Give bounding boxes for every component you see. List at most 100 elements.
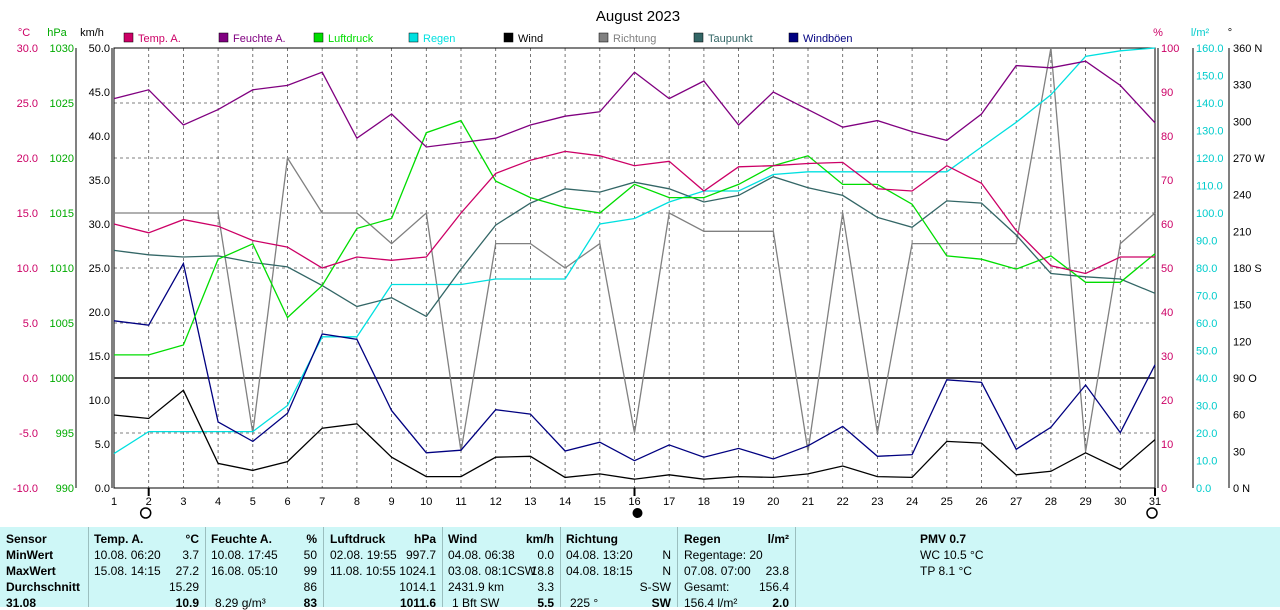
series-line-luftdruck <box>114 119 1156 356</box>
legend-swatch <box>598 32 609 43</box>
x-tick-label: 27 <box>1010 496 1022 508</box>
new-moon-icon <box>1146 507 1158 519</box>
temp-tick-label: 5.0 <box>23 318 38 330</box>
moon-markers <box>139 488 1158 519</box>
rain-tick-label: 20.0 <box>1196 428 1217 440</box>
direction-tick-label: 120 <box>1233 336 1251 348</box>
row-label-max: MaxWert <box>6 564 56 578</box>
pressure-tick-label: 1025 <box>50 98 74 110</box>
legend-label: Regen <box>423 33 455 45</box>
x-tick-label: 23 <box>871 496 883 508</box>
series-line-regen <box>113 47 1156 455</box>
temp-min-time: 10.08. 06:20 <box>94 548 161 562</box>
x-tick-label: 16 <box>628 496 640 508</box>
humidity-tick-label: 30 <box>1161 351 1173 363</box>
humidity-tick-label: 100 <box>1161 43 1179 55</box>
rain-tick-label: 70.0 <box>1196 291 1217 303</box>
x-tick-label: 26 <box>975 496 987 508</box>
legend-label: Wind <box>518 33 543 45</box>
wind-tick-label: 10.0 <box>89 395 110 407</box>
x-tick-label: 20 <box>767 496 779 508</box>
rain-days: Regentage: 20 <box>684 548 763 562</box>
rain-tick-label: 50.0 <box>1196 346 1217 358</box>
legend-label: Richtung <box>613 33 656 45</box>
pressure-header: Luftdruck <box>330 532 386 546</box>
rain-tick-label: 90.0 <box>1196 236 1217 248</box>
legend-label: Feuchte A. <box>233 33 286 45</box>
humidity-tick-label: 60 <box>1161 219 1173 231</box>
x-tick-label: 25 <box>941 496 953 508</box>
rain-month: 156.4 l/m² <box>684 596 738 610</box>
pressure-max: 1024.1 <box>399 564 436 578</box>
wind-max-time: 03.08. 08:1CSW <box>448 564 537 578</box>
temp-tick-label: 30.0 <box>17 43 38 55</box>
pressure-max-time: 11.08. 10:55 <box>330 564 396 578</box>
chart-title: August 2023 <box>596 8 680 25</box>
rain-tick-label: 110.0 <box>1196 181 1223 193</box>
legend-swatch <box>123 32 134 43</box>
direction-tick-label: 300 <box>1233 116 1251 128</box>
legend-label: Taupunkt <box>708 33 753 45</box>
rain-tick-label: 40.0 <box>1196 373 1217 385</box>
pressure-tick-label: 1020 <box>50 153 74 165</box>
x-tick-label: 1 <box>111 496 117 508</box>
series-line-richtung <box>114 47 1156 452</box>
humidity-abs: 8.29 g/m³ <box>215 596 266 610</box>
humidity-tick-label: 40 <box>1161 307 1173 319</box>
wind-tick-label: 50.0 <box>89 43 110 55</box>
x-tick-label: 30 <box>1114 496 1126 508</box>
rain-max: 23.8 <box>765 564 789 578</box>
pmv-header: PMV 0.7 <box>920 532 967 546</box>
humidity-tick-label: 20 <box>1161 395 1173 407</box>
direction-tick-label: 150 <box>1233 300 1251 312</box>
row-label-avg: Durchschnitt <box>6 580 81 594</box>
legend: Temp. A. Feuchte A. Luftdruck Regen Wind Rich… <box>123 32 853 45</box>
x-tick-label: 22 <box>837 496 849 508</box>
rain-tick-label: 0.0 <box>1196 483 1211 495</box>
rain-tick-label: 10.0 <box>1196 456 1217 468</box>
wind-tick-label: 25.0 <box>89 263 110 275</box>
pressure-unit: hPa <box>413 532 436 546</box>
direction-tick-label: 210 <box>1233 226 1251 238</box>
pressure-tick-label: 990 <box>56 483 74 495</box>
direction-unit-label: ° <box>1228 27 1232 39</box>
wind-tick-label: 5.0 <box>95 439 110 451</box>
series-line-temp-a- <box>113 150 1155 275</box>
humidity-tick-label: 10 <box>1161 439 1173 451</box>
temp-tick-label: -10.0 <box>13 483 38 495</box>
wind-unit-label: km/h <box>80 27 104 39</box>
x-tick-label: 10 <box>420 496 432 508</box>
legend-label: Windböen <box>803 33 853 45</box>
pressure-min-time: 02.08. 19:55 <box>330 548 397 562</box>
direction-avg: S-SW <box>639 580 671 594</box>
x-tick-label: 12 <box>490 496 502 508</box>
pressure-tick-label: 1000 <box>50 373 74 385</box>
temp-min: 3.7 <box>182 548 199 562</box>
x-tick-label: 2 <box>146 496 152 508</box>
direction-tick-label: 30 <box>1233 446 1245 458</box>
temp-current: 10.9 <box>175 596 199 610</box>
legend-swatch <box>503 32 514 43</box>
legend-swatch <box>788 32 799 43</box>
series-lines <box>113 47 1156 480</box>
wind-tick-label: 40.0 <box>89 131 110 143</box>
x-tick-label: 18 <box>698 496 710 508</box>
x-tick-labels: 1 2 3 4 5 6 7 8 9 10 11 12 13 14 15 16 17 18 19 20 21 22 23 24 2… <box>111 496 1161 508</box>
rain-tick-label: 120.0 <box>1196 153 1224 165</box>
wind-min: 0.0 <box>537 548 554 562</box>
full-moon-icon <box>632 508 643 518</box>
wind-tick-label: 0.0 <box>95 483 110 495</box>
direction-tick-label: 270 W <box>1233 153 1265 165</box>
humidity-current: 83 <box>303 596 317 610</box>
pressure-avg: 1014.1 <box>399 580 436 594</box>
series-line-feuchte-a- <box>113 60 1156 148</box>
sensor-header: Sensor <box>6 532 47 546</box>
direction-max-time: 04.08. 18:15 <box>566 564 633 578</box>
rain-tick-label: 140.0 <box>1196 98 1224 110</box>
series-line-windb-en <box>113 261 1156 462</box>
rain-total-label: Gesamt: <box>684 580 730 594</box>
x-tick-label: 31 <box>1149 496 1161 508</box>
axis-unit-labels: °C hPa km/h% l/m² ° <box>18 27 1232 39</box>
row-label-date: 31.08 <box>6 596 37 610</box>
direction-current: SW <box>651 596 671 610</box>
